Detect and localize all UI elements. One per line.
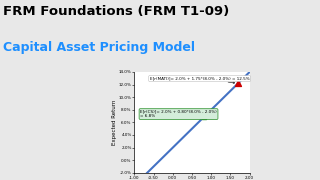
Y-axis label: Expected Return: Expected Return xyxy=(112,100,117,145)
Text: E[r(CS)]= 2.0% + 0.80*(8.0% - 2.0%)
= 6.8%: E[r(CS)]= 2.0% + 0.80*(8.0% - 2.0%) = 6.… xyxy=(140,110,217,118)
Point xyxy=(236,82,241,85)
Point xyxy=(201,116,206,119)
Text: Capital Asset Pricing Model: Capital Asset Pricing Model xyxy=(3,41,195,54)
Point xyxy=(205,112,210,115)
Text: E[r(MATI)]= 2.0% + 1.75*(8.0% - 2.0%) = 12.5%: E[r(MATI)]= 2.0% + 1.75*(8.0% - 2.0%) = … xyxy=(150,76,249,84)
Text: FRM Foundations (FRM T1-09): FRM Foundations (FRM T1-09) xyxy=(3,5,229,18)
